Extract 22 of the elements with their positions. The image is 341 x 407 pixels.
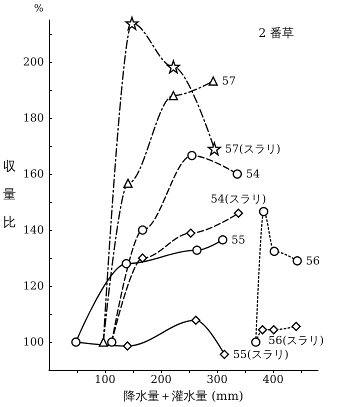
series-label: 56(スラリ) <box>268 334 324 348</box>
x-tick-label: 100 <box>94 373 116 386</box>
series-label: 57 <box>222 74 236 88</box>
y-tick-label: 200 <box>23 56 44 69</box>
text: 2 番草 <box>258 26 294 40</box>
y-tick-label: 180 <box>23 112 44 125</box>
y-tick-label: 120 <box>23 280 44 293</box>
y-tick-label: 100 <box>23 336 44 349</box>
x-tick-label: 400 <box>262 373 284 386</box>
series-label: 55 <box>231 233 246 246</box>
y-axis-title: 収量比 <box>3 160 16 231</box>
x-tick-label: 300 <box>206 373 228 386</box>
series-label: 54(スラリ) <box>210 192 266 206</box>
series-label: 55(スラリ) <box>233 348 289 361</box>
y-tick-label: 160 <box>23 168 44 181</box>
y-tick-label: 140 <box>23 224 44 237</box>
series-label: 56 <box>306 254 320 268</box>
series-label: 54 <box>246 168 260 181</box>
x-tick-label: 200 <box>150 373 172 386</box>
x-axis-title: 降水量＋灌水量 (mm) <box>124 389 244 403</box>
text: % <box>34 4 44 14</box>
series-label: 57(スラリ) <box>224 142 281 156</box>
